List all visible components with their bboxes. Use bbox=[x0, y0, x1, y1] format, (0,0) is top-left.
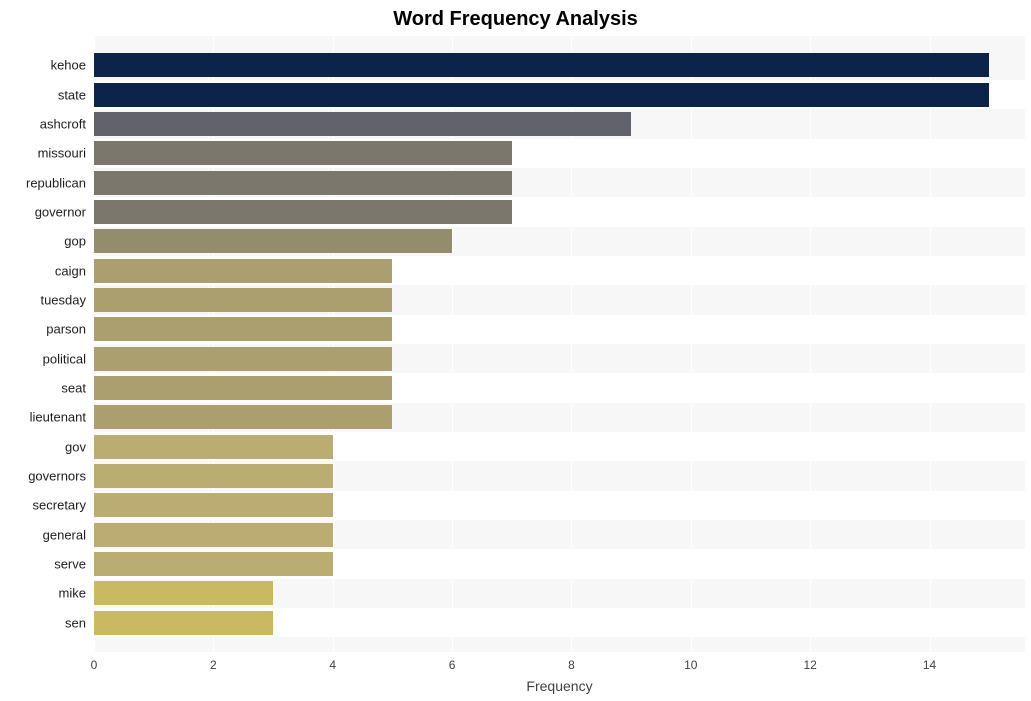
bar bbox=[94, 141, 512, 165]
x-tick-label: 4 bbox=[329, 658, 336, 672]
y-tick-label: secretary bbox=[0, 498, 86, 513]
bar bbox=[94, 229, 452, 253]
bar bbox=[94, 611, 273, 635]
y-tick-label: governor bbox=[0, 205, 86, 220]
y-tick-label: state bbox=[0, 87, 86, 102]
bar bbox=[94, 493, 333, 517]
bar bbox=[94, 317, 392, 341]
y-tick-label: mike bbox=[0, 586, 86, 601]
x-tick-label: 0 bbox=[91, 658, 98, 672]
bar bbox=[94, 200, 512, 224]
bar bbox=[94, 112, 631, 136]
word-frequency-chart: Word Frequency Analysis kehoe state ashcro… bbox=[0, 0, 1031, 701]
x-tick-label: 14 bbox=[923, 658, 936, 672]
x-tick-label: 12 bbox=[803, 658, 816, 672]
y-tick-label: general bbox=[0, 527, 86, 542]
y-tick-label: political bbox=[0, 351, 86, 366]
bar bbox=[94, 53, 989, 77]
x-tick-label: 2 bbox=[210, 658, 217, 672]
bar bbox=[94, 347, 392, 371]
bar bbox=[94, 405, 392, 429]
bar bbox=[94, 552, 333, 576]
plot-area bbox=[94, 36, 1025, 652]
bar bbox=[94, 259, 392, 283]
bar bbox=[94, 376, 392, 400]
y-tick-label: parson bbox=[0, 322, 86, 337]
x-axis-title: Frequency bbox=[526, 678, 592, 694]
bar bbox=[94, 288, 392, 312]
y-tick-label: gop bbox=[0, 234, 86, 249]
bar bbox=[94, 171, 512, 195]
y-tick-label: serve bbox=[0, 557, 86, 572]
y-tick-label: kehoe bbox=[0, 58, 86, 73]
bar bbox=[94, 523, 333, 547]
y-tick-label: tuesday bbox=[0, 293, 86, 308]
x-tick-label: 10 bbox=[684, 658, 697, 672]
grid-line bbox=[810, 36, 811, 652]
x-tick-label: 8 bbox=[568, 658, 575, 672]
y-tick-label: gov bbox=[0, 439, 86, 454]
y-tick-label: caign bbox=[0, 263, 86, 278]
y-tick-label: sen bbox=[0, 615, 86, 630]
y-tick-label: lieutenant bbox=[0, 410, 86, 425]
y-tick-label: seat bbox=[0, 381, 86, 396]
y-tick-label: ashcroft bbox=[0, 117, 86, 132]
bar bbox=[94, 83, 989, 107]
y-tick-label: governors bbox=[0, 469, 86, 484]
y-tick-label: republican bbox=[0, 175, 86, 190]
y-tick-label: missouri bbox=[0, 146, 86, 161]
grid-line bbox=[691, 36, 692, 652]
bar bbox=[94, 581, 273, 605]
bar bbox=[94, 464, 333, 488]
x-tick-label: 6 bbox=[449, 658, 456, 672]
grid-line bbox=[930, 36, 931, 652]
bar bbox=[94, 435, 333, 459]
chart-title: Word Frequency Analysis bbox=[0, 8, 1031, 31]
